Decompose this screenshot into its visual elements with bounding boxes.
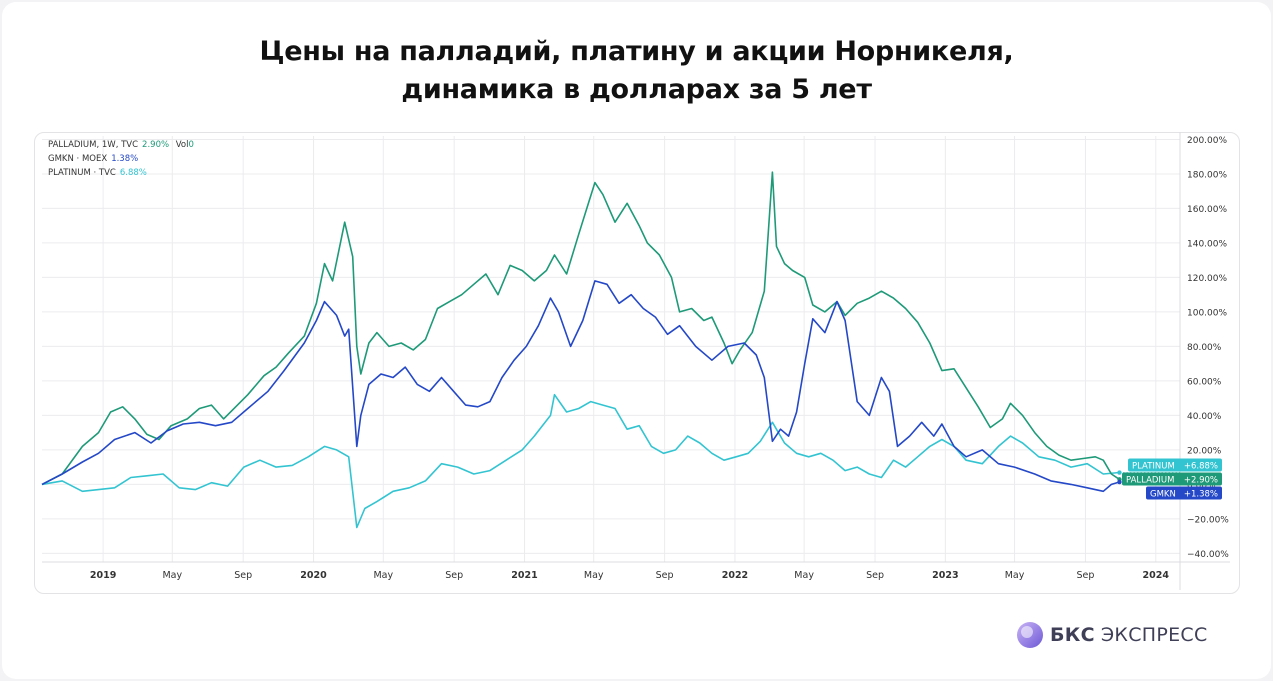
series-line-platinum	[41, 393, 1120, 529]
value-badge-platinum	[1128, 458, 1222, 472]
value-badge-value-gmkn: +1.38%	[1184, 489, 1218, 499]
legend-platinum-label: PLATINUM · TVC	[48, 168, 116, 178]
y-tick-label: 140.00%	[1187, 239, 1227, 249]
value-badge-name-gmkn: GMKN	[1150, 489, 1176, 499]
value-badge-name-platinum: PLATINUM	[1132, 461, 1175, 471]
legend-volume-label: Vol	[175, 140, 189, 150]
y-tick-label: 200.00%	[1187, 136, 1227, 146]
y-tick-label: −20.00%	[1187, 515, 1229, 525]
x-tick-label: 2022	[722, 570, 748, 581]
y-tick-label: 80.00%	[1187, 343, 1222, 353]
y-tick-label: 60.00%	[1187, 377, 1222, 387]
brand-logo-group: БКС ЭКСПРЕСС	[1016, 621, 1208, 649]
value-badge-gmkn	[1146, 486, 1222, 500]
last-point-gmkn	[1117, 479, 1122, 485]
x-tick-label: May	[373, 570, 393, 581]
y-tick-label: 120.00%	[1187, 274, 1227, 284]
y-tick-label: 20.00%	[1187, 446, 1222, 456]
value-badge-palladium	[1122, 472, 1222, 486]
x-tick-label: 2020	[300, 570, 327, 581]
x-tick-label: May	[1005, 570, 1025, 581]
x-tick-label: May	[162, 570, 182, 581]
value-badge-value-platinum: +6.88%	[1184, 461, 1218, 471]
y-tick-label: 160.00%	[1187, 205, 1227, 215]
x-tick-label: 2021	[511, 570, 537, 581]
brand-name-rest: ЭКСПРЕСС	[1100, 624, 1208, 646]
chart-title-line-1: Цены на палладий, платину и акции Норник…	[259, 36, 1014, 67]
bcs-logo-icon	[1017, 622, 1043, 648]
x-tick-label: May	[584, 570, 604, 581]
x-tick-label: Sep	[1077, 570, 1095, 581]
legend-palladium-label: PALLADIUM, 1W, TVC	[48, 140, 139, 150]
y-tick-label: −40.00%	[1187, 550, 1229, 560]
legend-gmkn-value: 1.38%	[111, 154, 139, 164]
legend-volume-value: 0	[188, 140, 194, 150]
x-tick-label: Sep	[445, 570, 463, 581]
x-tick-label: Sep	[656, 570, 674, 581]
legend-gmkn: GMKN · MOEX 1.38%	[48, 154, 138, 164]
y-tick-label: 180.00%	[1187, 170, 1227, 180]
brand-name: БКС ЭКСПРЕСС	[1050, 624, 1208, 646]
x-tick-label: 2024	[1143, 570, 1170, 581]
x-tick-label: 2019	[90, 570, 116, 581]
y-tick-label: 40.00%	[1187, 412, 1222, 422]
series-line-gmkn	[41, 280, 1120, 493]
last-point-platinum	[1117, 470, 1122, 475]
legend-platinum: PLATINUM · TVC 6.88%	[48, 168, 147, 178]
legend-platinum-value: 6.88%	[119, 168, 147, 178]
legend-gmkn-label: GMKN · MOEX	[48, 154, 108, 164]
series-line-palladium	[41, 171, 1120, 486]
chart-title-line-2: динамика в долларах за 5 лет	[401, 74, 872, 105]
x-tick-label: May	[794, 570, 814, 581]
chart-frame	[34, 132, 1240, 594]
legend-palladium-value: 2.90%	[142, 140, 170, 150]
brand-name-bold: БКС	[1050, 624, 1095, 646]
x-tick-label: Sep	[234, 570, 252, 581]
y-tick-label: 100.00%	[1187, 308, 1227, 318]
y-tick-label: 0.00%	[1187, 481, 1216, 491]
value-badge-name-palladium: PALLADIUM	[1126, 475, 1175, 485]
legend-palladium: PALLADIUM, 1W, TVC 2.90% Vol0	[48, 140, 194, 150]
x-tick-label: Sep	[866, 570, 884, 581]
x-tick-label: 2023	[932, 570, 958, 581]
value-badge-value-palladium: +2.90%	[1184, 475, 1218, 485]
